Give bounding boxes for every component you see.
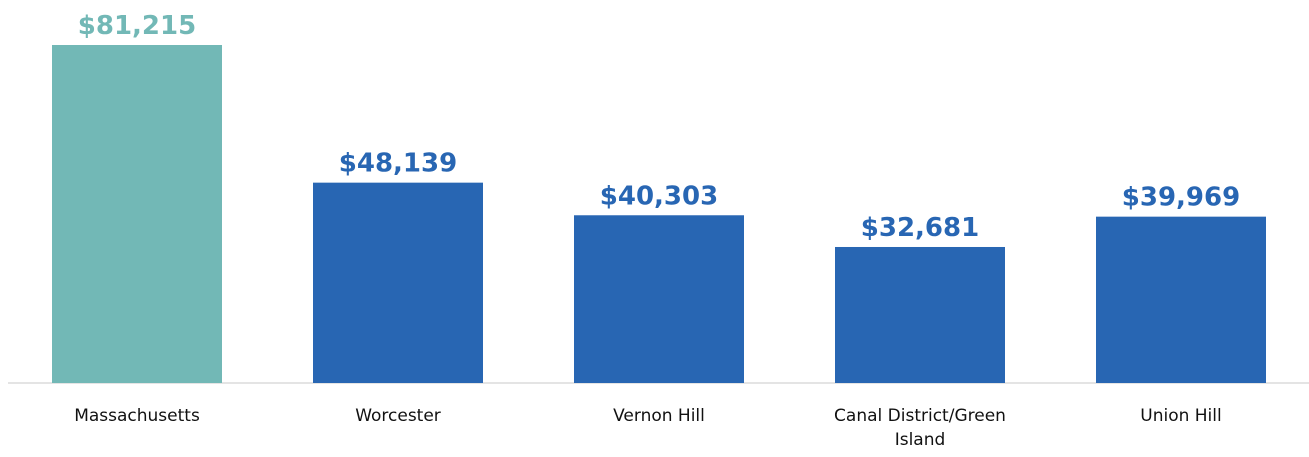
x-tick-label: Worcester [355,406,441,426]
bar [313,182,483,383]
value-label: $48,139 [339,149,457,179]
value-label: $39,969 [1122,183,1240,213]
value-label: $40,303 [600,181,718,211]
x-tick-label: Vernon Hill [613,406,705,426]
value-label: $32,681 [861,213,979,243]
bar [1096,216,1266,383]
x-tick-label: Canal District/Green Island [834,406,1006,450]
value-label: $81,215 [78,11,196,41]
x-tick-label: Massachusetts [74,406,200,426]
bar [574,215,744,383]
bar [835,246,1005,383]
bar [52,45,222,383]
x-tick-label: Union Hill [1140,406,1222,426]
